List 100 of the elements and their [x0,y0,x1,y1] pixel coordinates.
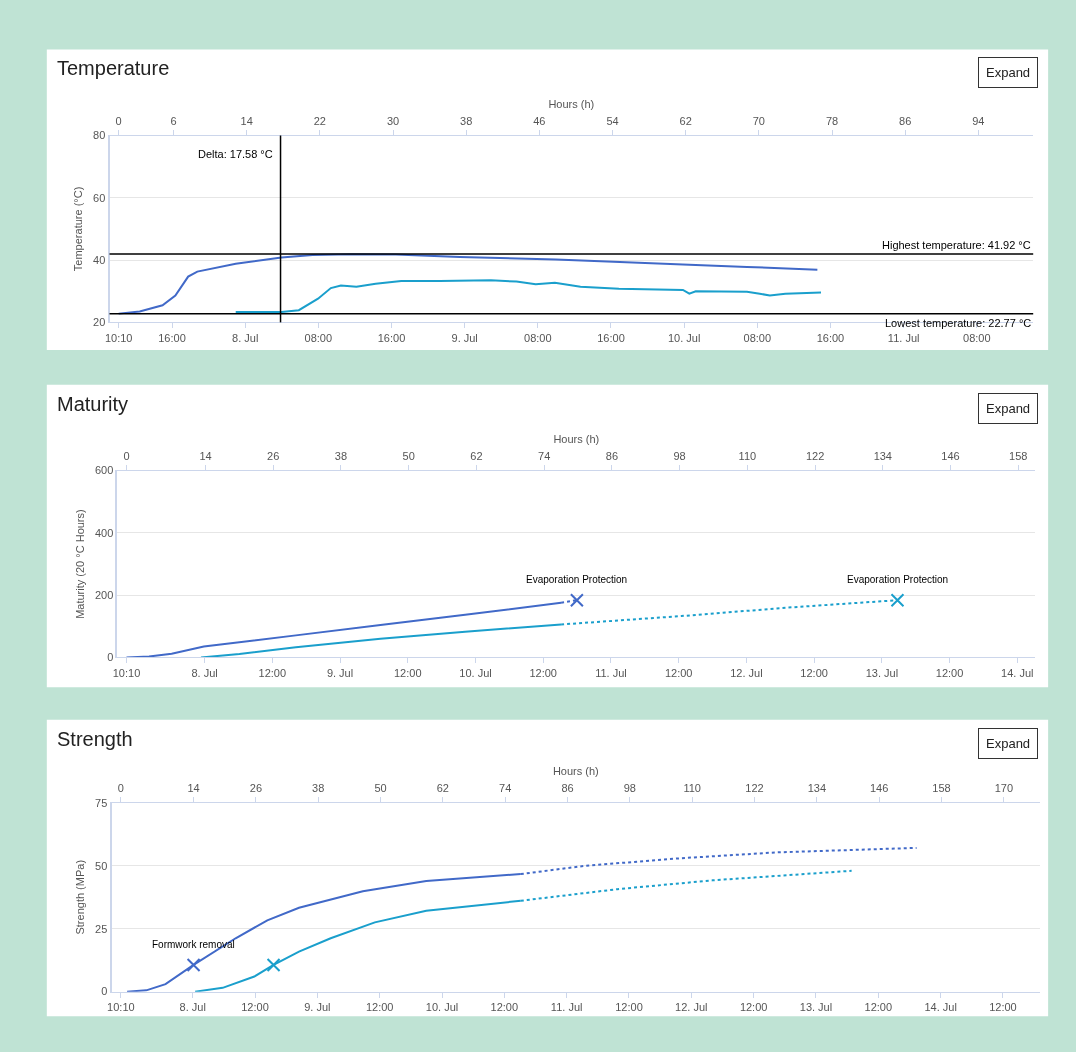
x2-tick-label: 0 [123,450,130,463]
x2-tick-label: 86 [561,782,574,795]
y-tick-label: 25 [95,922,108,935]
x2-tick-label: 6 [170,115,177,128]
x2-tick-label: 50 [402,450,415,463]
x-tick-label: 12:00 [490,1000,519,1013]
text: Expand [986,65,1031,80]
x2-tick-label: 110 [738,450,757,463]
x-tick-label: 8. Jul [179,1000,206,1013]
x2-tick-label: 38 [312,782,325,795]
x-tick-label: 11. Jul [887,331,920,344]
y-tick-label: 40 [93,253,106,266]
chart-title: Strength [57,728,133,750]
y-tick-label: 80 [93,129,106,142]
x2-tick-label: 78 [825,115,839,128]
x-tick-label: 9. Jul [326,666,354,679]
x2-tick-label: 170 [994,782,1013,795]
y-axis-title: Maturity (20 °C Hours) [74,509,87,619]
x2-tick-label: 74 [499,782,512,795]
x2-axis-title: Hours (h) [548,97,595,110]
x2-tick-label: 46 [533,115,546,128]
x2-tick-label: 146 [869,782,889,795]
x-tick-label: 12:00 [258,666,287,679]
x-tick-label: 9. Jul [304,1000,331,1013]
x-tick-label: 12:00 [664,666,693,679]
x2-tick-label: 74 [538,450,551,463]
x2-tick-label: 38 [334,450,348,463]
x2-tick-label: 98 [673,450,686,463]
x2-tick-label: 14 [240,115,253,128]
y-tick-label: 75 [95,796,108,809]
x-tick-label: 10:10 [107,1000,135,1013]
x-tick-label: 08:00 [743,331,772,344]
x-tick-label: 12:00 [739,1000,768,1013]
chart-title: Maturity [57,393,129,415]
x2-tick-label: 98 [623,782,636,795]
x-tick-label: 12:00 [864,1000,893,1013]
x2-tick-label: 0 [117,782,124,795]
x-tick-label: 08:00 [963,331,991,344]
x-tick-label: 16:00 [377,331,406,344]
x-tick-label: 08:00 [304,331,333,344]
text: Expand [986,736,1031,751]
y-tick-label: 0 [107,651,114,664]
x2-tick-label: 14 [187,782,200,795]
x-tick-label: 16:00 [158,331,186,344]
x-tick-label: 12:00 [989,1000,1017,1013]
x2-tick-label: 30 [386,115,400,128]
y-axis-title: Strength (MPa) [74,859,87,935]
x-tick-label: 12:00 [365,1000,394,1013]
x2-tick-label: 62 [470,450,483,463]
x2-tick-label: 26 [267,450,280,463]
x-tick-label: 13. Jul [865,666,899,679]
x-tick-label: 12. Jul [675,1000,708,1013]
x2-axis-title: Hours (h) [553,432,600,445]
x2-tick-label: 50 [374,782,387,795]
y-tick-label: 0 [101,985,108,998]
x2-tick-label: 14 [199,450,212,463]
x-tick-label: 16:00 [597,331,625,344]
ref-line-label: Highest temperature: 41.92 °C [882,239,1031,251]
x-tick-label: 9. Jul [451,331,478,344]
x-tick-label: 10. Jul [425,1000,459,1013]
x2-tick-label: 38 [460,115,473,128]
x2-tick-label: 86 [899,115,912,128]
x-tick-label: 11. Jul [550,1000,583,1013]
x-tick-label: 14. Jul [924,1000,957,1013]
x2-tick-label: 158 [1009,450,1028,463]
x-tick-label: 8. Jul [191,666,218,679]
y-tick-label: 60 [93,191,106,204]
y-tick-label: 50 [95,859,108,872]
y-axis-title: Temperature (°C) [72,186,85,272]
x2-tick-label: 146 [941,450,960,463]
x2-tick-label: 62 [679,115,692,128]
x-tick-label: 12:00 [394,666,422,679]
annotation: Evaporation Protection [526,574,628,585]
x-tick-label: 16:00 [816,331,845,344]
x-tick-label: 12:00 [529,666,557,679]
x-tick-label: 14. Jul [1001,666,1034,679]
x2-tick-label: 86 [605,450,619,463]
x-tick-label: 10. Jul [459,666,492,679]
x2-tick-label: 158 [932,782,951,795]
text: Expand [986,401,1031,416]
x2-tick-label: 122 [805,450,825,463]
x2-tick-label: 134 [873,450,892,463]
y-tick-label: 400 [94,526,114,539]
x-tick-label: 8. Jul [232,331,259,344]
chart-title: Temperature [57,57,170,79]
x2-tick-label: 0 [115,115,122,128]
x2-tick-label: 110 [683,782,701,795]
x2-tick-label: 134 [807,782,827,795]
y-tick-label: 200 [94,589,114,602]
annotation: Evaporation Protection [847,574,949,585]
x-tick-label: 12:00 [241,1000,269,1013]
x2-tick-label: 22 [313,115,326,128]
x-tick-label: 08:00 [524,331,552,344]
x2-tick-label: 54 [606,115,619,128]
x2-axis-title: Hours (h) [552,765,599,778]
x2-tick-label: 94 [972,115,985,128]
x-tick-label: 10:10 [112,666,141,679]
x-tick-label: 12:00 [935,666,964,679]
y-tick-label: 600 [94,464,114,477]
ref-line-label: Lowest temperature: 22.77 °C [885,317,1032,329]
